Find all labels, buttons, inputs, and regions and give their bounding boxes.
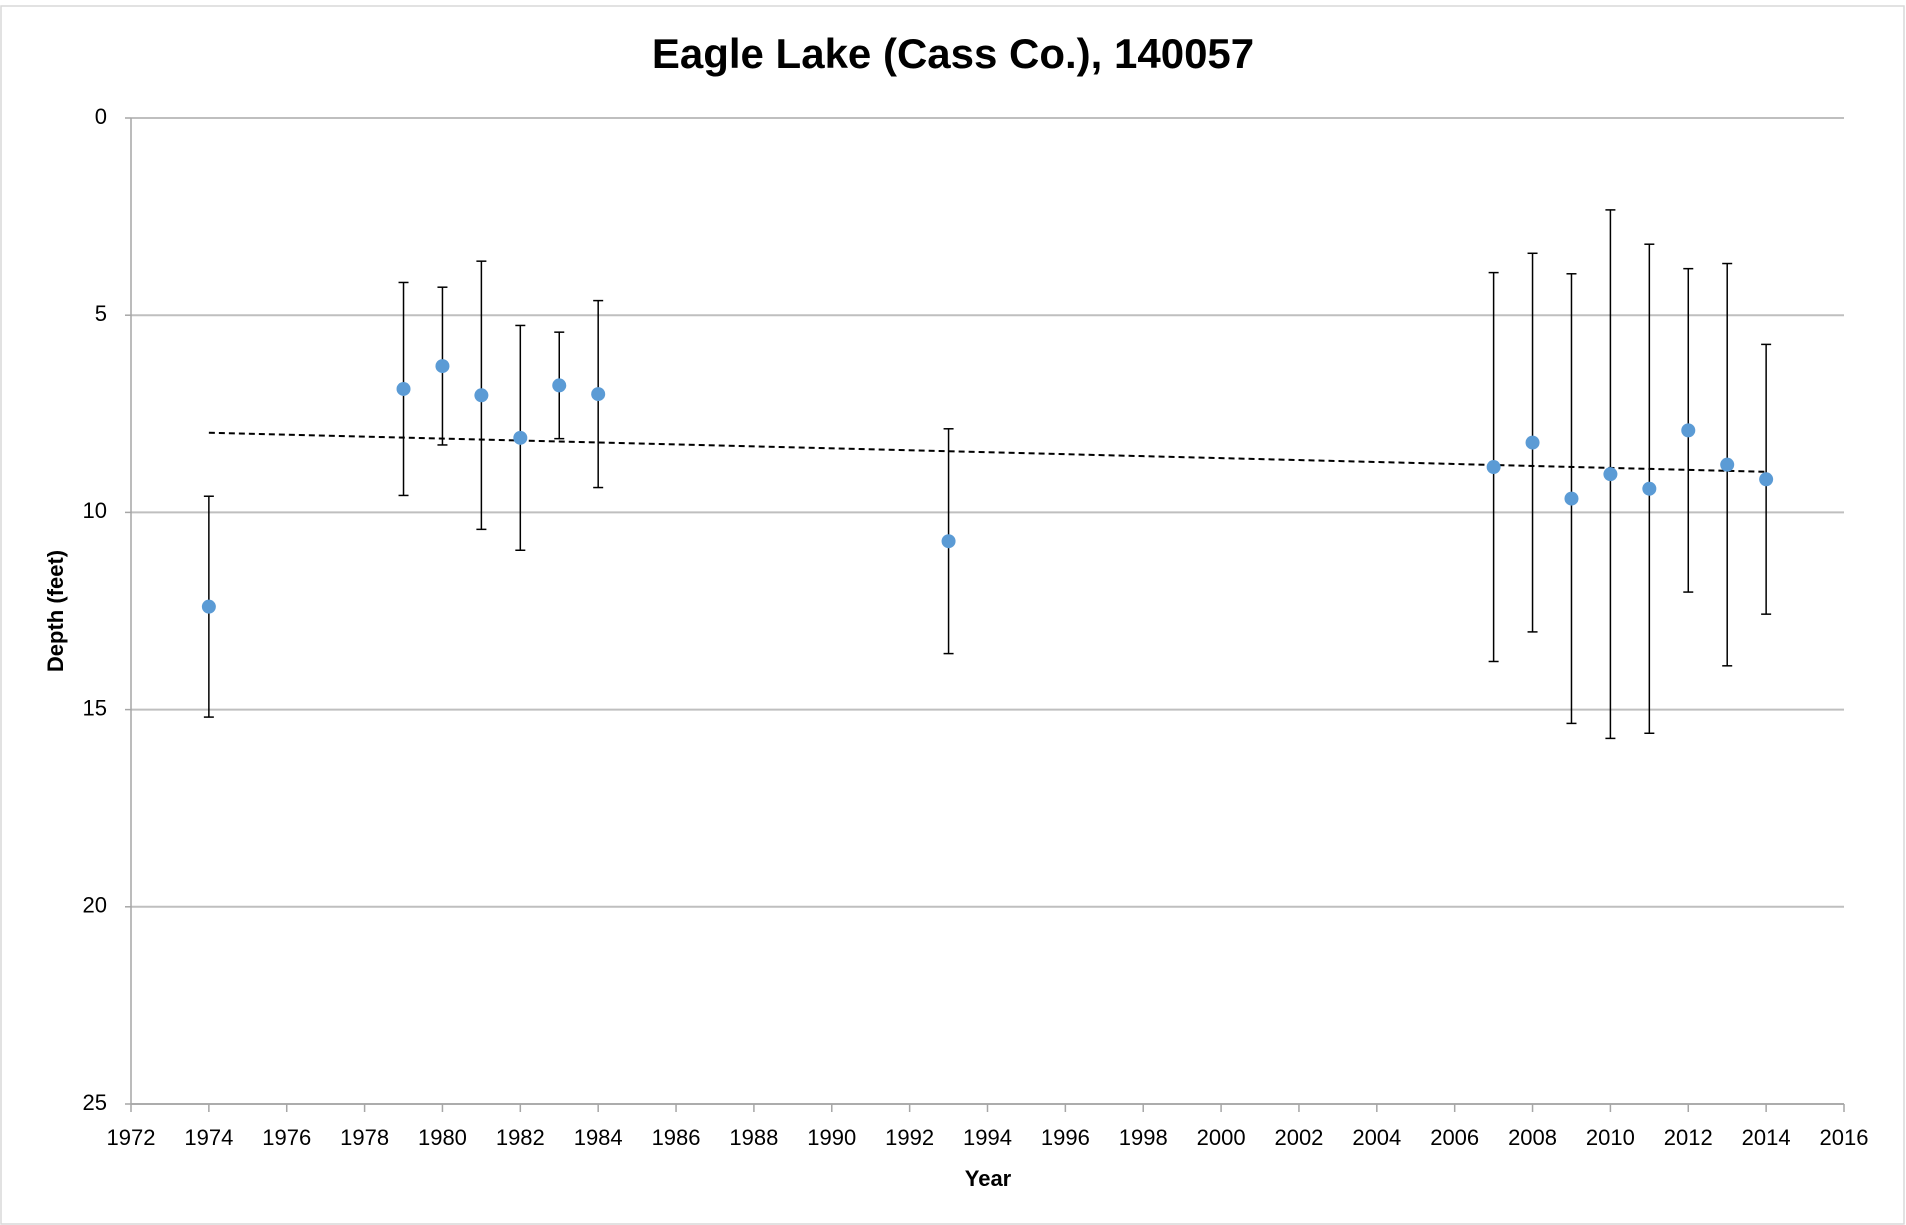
point (1486, 460, 1501, 475)
x-tick-label: 1978 (340, 1125, 389, 1150)
point (396, 381, 411, 396)
x-tick-label: 1988 (729, 1125, 778, 1150)
x-tick-label: 1986 (652, 1125, 701, 1150)
y-axis-label: Depth (feet) (43, 550, 68, 672)
y-tick-label: 25 (83, 1090, 107, 1115)
x-tick-label: 1972 (107, 1125, 156, 1150)
point (591, 387, 606, 402)
point (1720, 457, 1735, 472)
point (1681, 423, 1696, 438)
point (435, 359, 450, 374)
x-tick-label: 2016 (1820, 1125, 1869, 1150)
y-tick-label: 10 (83, 498, 107, 523)
y-tick-label: 20 (83, 893, 107, 918)
point (201, 599, 216, 614)
point (1525, 435, 1540, 450)
x-tick-label: 2012 (1664, 1125, 1713, 1150)
x-tick-label: 2002 (1274, 1125, 1323, 1150)
x-tick-label: 2004 (1352, 1125, 1401, 1150)
point (1759, 472, 1774, 487)
x-tick-label: 1974 (184, 1125, 233, 1150)
x-tick-label: 1982 (496, 1125, 545, 1150)
x-tick-label: 2000 (1197, 1125, 1246, 1150)
x-tick-label: 1996 (1041, 1125, 1090, 1150)
chart-title: Eagle Lake (Cass Co.), 140057 (652, 30, 1254, 77)
x-tick-label: 1992 (885, 1125, 934, 1150)
x-tick-label: 1984 (574, 1125, 623, 1150)
x-tick-label: 1994 (963, 1125, 1012, 1150)
x-tick-label: 1976 (262, 1125, 311, 1150)
point (1564, 491, 1579, 506)
point (513, 430, 528, 445)
chart-border (0, 5, 1905, 1225)
x-tick-label: 2006 (1430, 1125, 1479, 1150)
point (1603, 467, 1618, 482)
x-tick-label: 2014 (1742, 1125, 1791, 1150)
point (1642, 481, 1657, 496)
x-tick-label: 1998 (1119, 1125, 1168, 1150)
x-tick-label: 1980 (418, 1125, 467, 1150)
point (941, 534, 956, 549)
x-tick-label: 2008 (1508, 1125, 1557, 1150)
x-tick-label: 2010 (1586, 1125, 1635, 1150)
y-tick-label: 5 (95, 301, 107, 326)
y-tick-label: 15 (83, 695, 107, 720)
point (474, 388, 489, 403)
point (552, 378, 567, 393)
y-tick-label: 0 (95, 104, 107, 129)
x-axis-label: Year (965, 1166, 1012, 1191)
x-tick-label: 1990 (807, 1125, 856, 1150)
